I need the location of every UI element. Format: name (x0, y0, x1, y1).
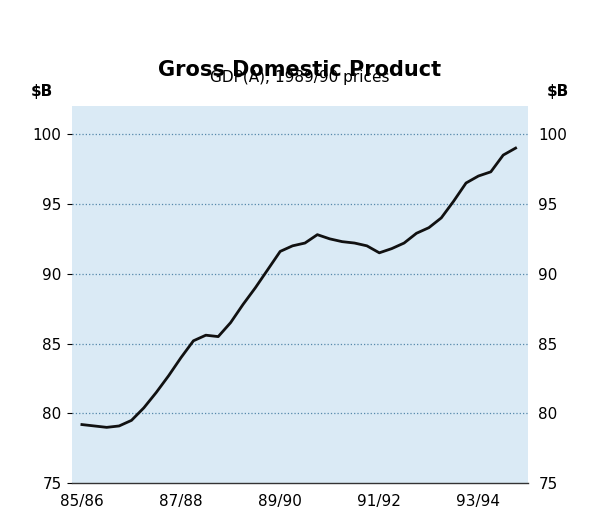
Title: Gross Domestic Product: Gross Domestic Product (158, 59, 442, 80)
Text: $B: $B (31, 84, 53, 99)
Text: GDP(A); 1989/90 prices: GDP(A); 1989/90 prices (210, 71, 390, 85)
Text: $B: $B (547, 84, 569, 99)
